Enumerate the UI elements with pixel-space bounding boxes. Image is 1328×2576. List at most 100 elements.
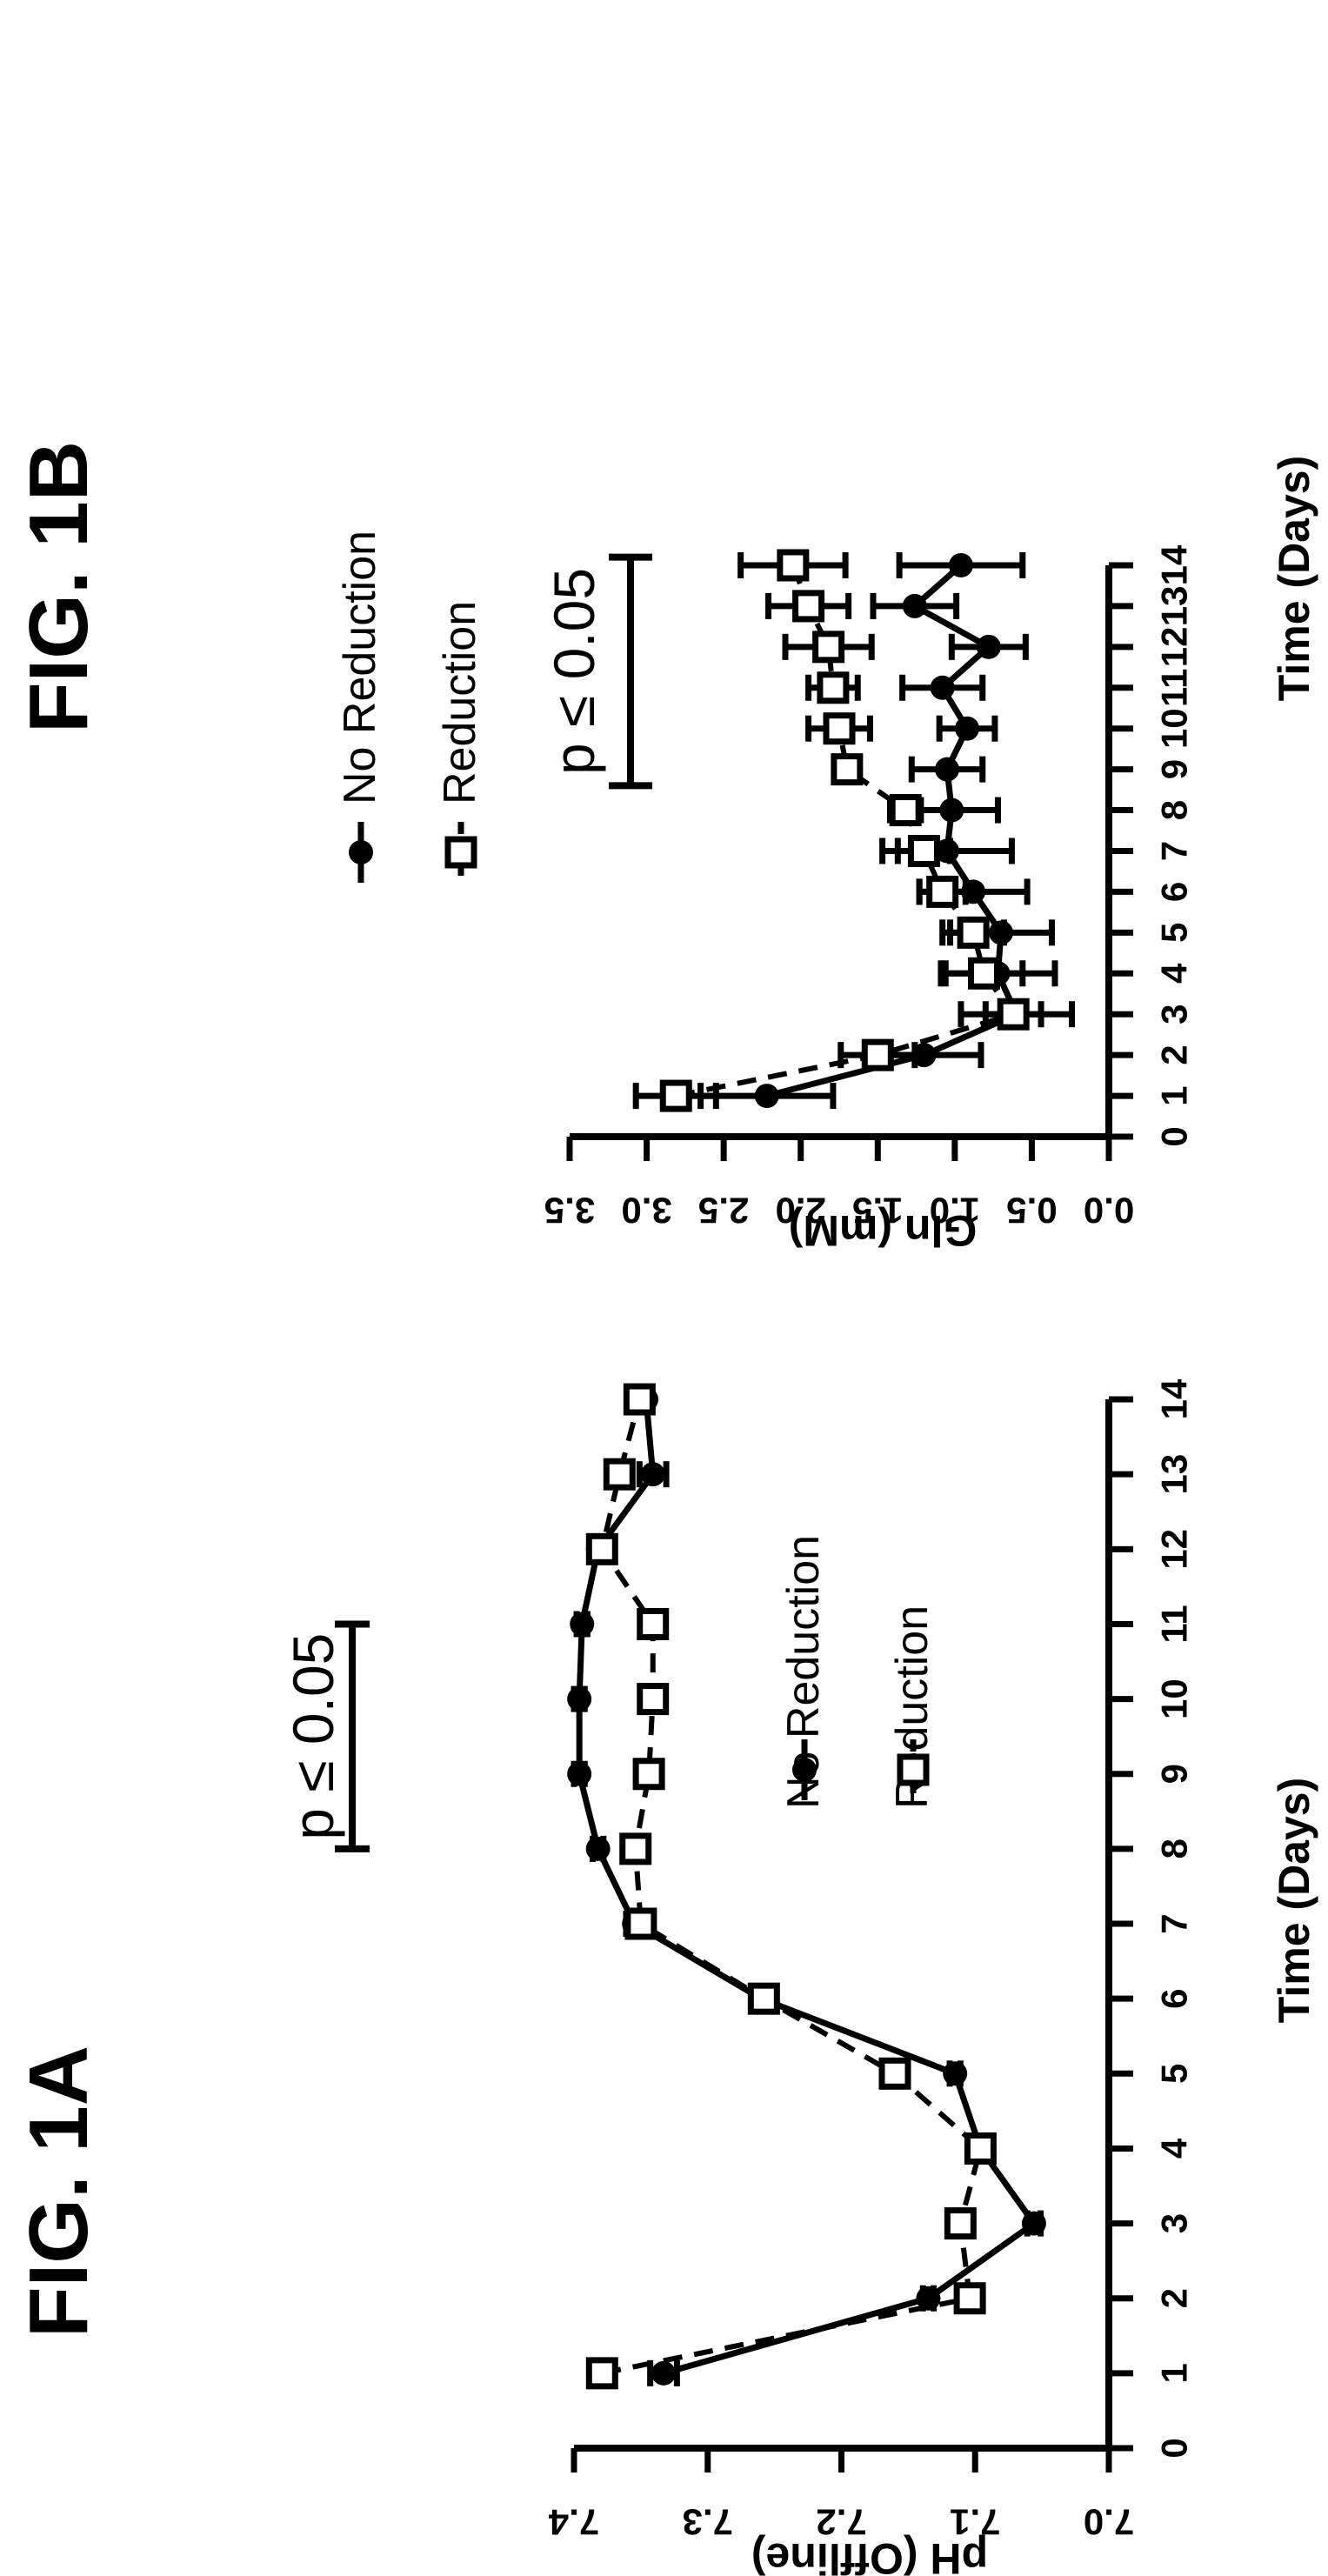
fig-1b-x-tick-label: 7 <box>1154 841 1195 861</box>
fig-1b-significance-bracket: p ≤ 0.05 <box>542 553 652 790</box>
fig-1a-y-tick-label: 7.4 <box>548 2501 599 2542</box>
fig-1a-x-tick-label: 8 <box>1154 1839 1195 1859</box>
fig-1a-x-tick-label: 1 <box>1154 2363 1195 2383</box>
fig-1a-x-tick-label: 3 <box>1154 2213 1195 2233</box>
fig-1b-x-tick-label: 1 <box>1154 1085 1195 1105</box>
fig-1b-x-tick-label: 0 <box>1154 1126 1195 1146</box>
fig-1a-y-axis-title: pH (Offline) <box>751 2534 988 2576</box>
fig-1b-title: FIG. 1B <box>12 441 105 733</box>
fig-1b-y-tick-label: 0.5 <box>1006 1190 1057 1231</box>
fig-1b-significance-label: p ≤ 0.05 <box>542 568 606 775</box>
fig-1a-data-point-no-reduction <box>640 1462 665 1487</box>
fig-1b-x-tick-label: 8 <box>1154 800 1195 820</box>
fig-1b-data-point-reduction <box>861 1038 894 1071</box>
fig-1b-x-tick-label: 9 <box>1154 759 1195 779</box>
fig-1b-y-tick-label: 1.0 <box>930 1190 980 1231</box>
fig-1a-x-tick-label: 13 <box>1154 1454 1195 1495</box>
fig-1b-x-tick-label: 14 <box>1154 544 1195 585</box>
fig-1b-data-point-no-reduction <box>911 1043 937 1068</box>
fig-1a-x-tick-label: 5 <box>1154 2064 1195 2084</box>
fig-1b-y-tick-label: 0.0 <box>1084 1190 1134 1231</box>
fig-1b-y-tick-label: 2.5 <box>698 1190 749 1231</box>
fig-1a-significance-label: p ≤ 0.05 <box>281 1633 345 1840</box>
fig-1a-data-point-reduction <box>637 1683 670 1716</box>
fig-1a-y-tick-label: 7.0 <box>1084 2501 1134 2542</box>
fig-1a-y-tick-label: 7.3 <box>683 2501 733 2542</box>
fig-1a-data-point-reduction <box>585 1532 618 1565</box>
fig-1b-y-tick-label: 3.5 <box>544 1190 595 1231</box>
fig-1a-legend-marker-reduction <box>897 1753 930 1786</box>
fig-1b-y-axis-title: Gln (mM) <box>789 1206 978 1255</box>
fig-1b-legend-reduction: Reduction <box>435 601 485 804</box>
fig-1a-x-tick-label: 0 <box>1154 2438 1195 2458</box>
fig-1b-x-tick-label: 3 <box>1154 1004 1195 1024</box>
fig-1a-series-line-reduction <box>599 1398 984 2376</box>
fig-1a-data-point-reduction <box>944 2207 977 2240</box>
fig-1b-data-point-no-reduction <box>939 797 964 823</box>
fig-1a-legend-marker-no-reduction <box>792 1758 817 1782</box>
fig-1a-data-point-no-reduction <box>943 2061 968 2086</box>
fig-1a-x-tick-label: 10 <box>1154 1678 1195 1719</box>
fig-1a-data-point-no-reduction <box>916 2286 941 2311</box>
fig-1b-legend-marker-reduction <box>444 836 477 869</box>
fig-1b-data-point-no-reduction <box>955 716 980 741</box>
fig-1a-x-tick-label: 11 <box>1154 1605 1195 1643</box>
fig-1a-data-point-reduction <box>619 1832 652 1865</box>
fig-1a-title: FIG. 1A <box>12 2045 105 2338</box>
fig-1b-x-tick-label: 11 <box>1154 669 1195 707</box>
fig-1b-data-point-reduction <box>968 957 1001 990</box>
fig-1b-data-point-reduction <box>831 753 864 786</box>
fig-1a-y-tick-label: 7.1 <box>950 2501 1000 2542</box>
fig-1b-axes: 012345678910111213140.00.51.01.52.02.53.… <box>544 544 1195 1231</box>
fig-1b-x-tick-label: 5 <box>1154 923 1195 943</box>
fig-1a-data-point-reduction <box>953 2282 986 2315</box>
chart-fig-1a: FIG. 1A Time (Days) pH (Offline) 0123456… <box>12 1378 1318 2576</box>
fig-1a-x-tick-label: 2 <box>1154 2288 1195 2308</box>
fig-1b-x-tick-label: 6 <box>1154 882 1195 902</box>
chart-fig-1b: FIG. 1B Time (Days) Gln (mM) 01234567891… <box>12 441 1318 1255</box>
fig-1b-data-point-reduction <box>997 998 1030 1031</box>
fig-1b-data-point-no-reduction <box>976 634 1001 659</box>
fig-1a-y-tick-label: 7.2 <box>816 2501 866 2542</box>
fig-1b-x-tick-label: 12 <box>1154 626 1195 667</box>
fig-1b-x-tick-label: 10 <box>1154 708 1195 749</box>
fig-1a-data-point-reduction <box>585 2357 618 2390</box>
fig-1a-data-point-reduction <box>624 1907 657 1940</box>
fig-1b-data-point-no-reduction <box>948 552 973 577</box>
fig-1a-data-point-reduction <box>632 1758 665 1791</box>
fig-1b-data-point-reduction <box>812 631 845 664</box>
fig-1b-data-point-reduction <box>926 875 959 908</box>
fig-1b-legend-no-reduction: No Reduction <box>335 531 385 804</box>
fig-1a-data-point-reduction <box>747 1982 780 2015</box>
fig-1b-x-axis-title: Time (Days) <box>1270 456 1318 702</box>
fig-1a-significance-bracket: p ≤ 0.05 <box>281 1620 370 1852</box>
fig-1a-data-point-no-reduction <box>567 1761 592 1786</box>
fig-1b-legend-marker-no-reduction <box>349 840 373 864</box>
fig-1a-data-point-no-reduction <box>570 1612 595 1637</box>
fig-1b-data-point-reduction <box>659 1079 692 1112</box>
fig-1b-data-point-reduction <box>777 549 810 582</box>
fig-1b-data-point-no-reduction <box>902 593 927 618</box>
fig-1a-plot-area <box>567 1383 1046 2390</box>
fig-1a-data-point-reduction <box>964 2132 997 2165</box>
fig-1a-data-point-reduction <box>623 1383 656 1416</box>
fig-1b-data-point-reduction <box>889 794 922 827</box>
fig-1a-data-point-reduction <box>637 1607 670 1640</box>
fig-1a-x-axis-title: Time (Days) <box>1270 1778 1318 2024</box>
fig-1b-x-tick-label: 2 <box>1154 1044 1195 1064</box>
fig-1b-x-tick-label: 13 <box>1154 586 1195 627</box>
fig-1b-data-point-reduction <box>817 671 850 704</box>
fig-1a-x-tick-label: 12 <box>1154 1529 1195 1570</box>
fig-1a-legend: No Reduction Reduction <box>778 1535 938 1809</box>
fig-1b-plot-area <box>632 549 1075 1112</box>
fig-1a-data-point-no-reduction <box>567 1686 592 1712</box>
fig-1b-legend: No Reduction Reduction <box>335 531 485 883</box>
fig-1a-x-tick-label: 4 <box>1154 2138 1195 2159</box>
fig-1b-y-tick-label: 2.0 <box>776 1190 826 1231</box>
fig-1b-data-point-reduction <box>792 590 825 623</box>
fig-1a-x-tick-label: 14 <box>1154 1378 1195 1419</box>
fig-1b-data-point-reduction <box>907 834 940 867</box>
fig-1b-data-point-reduction <box>823 712 856 745</box>
